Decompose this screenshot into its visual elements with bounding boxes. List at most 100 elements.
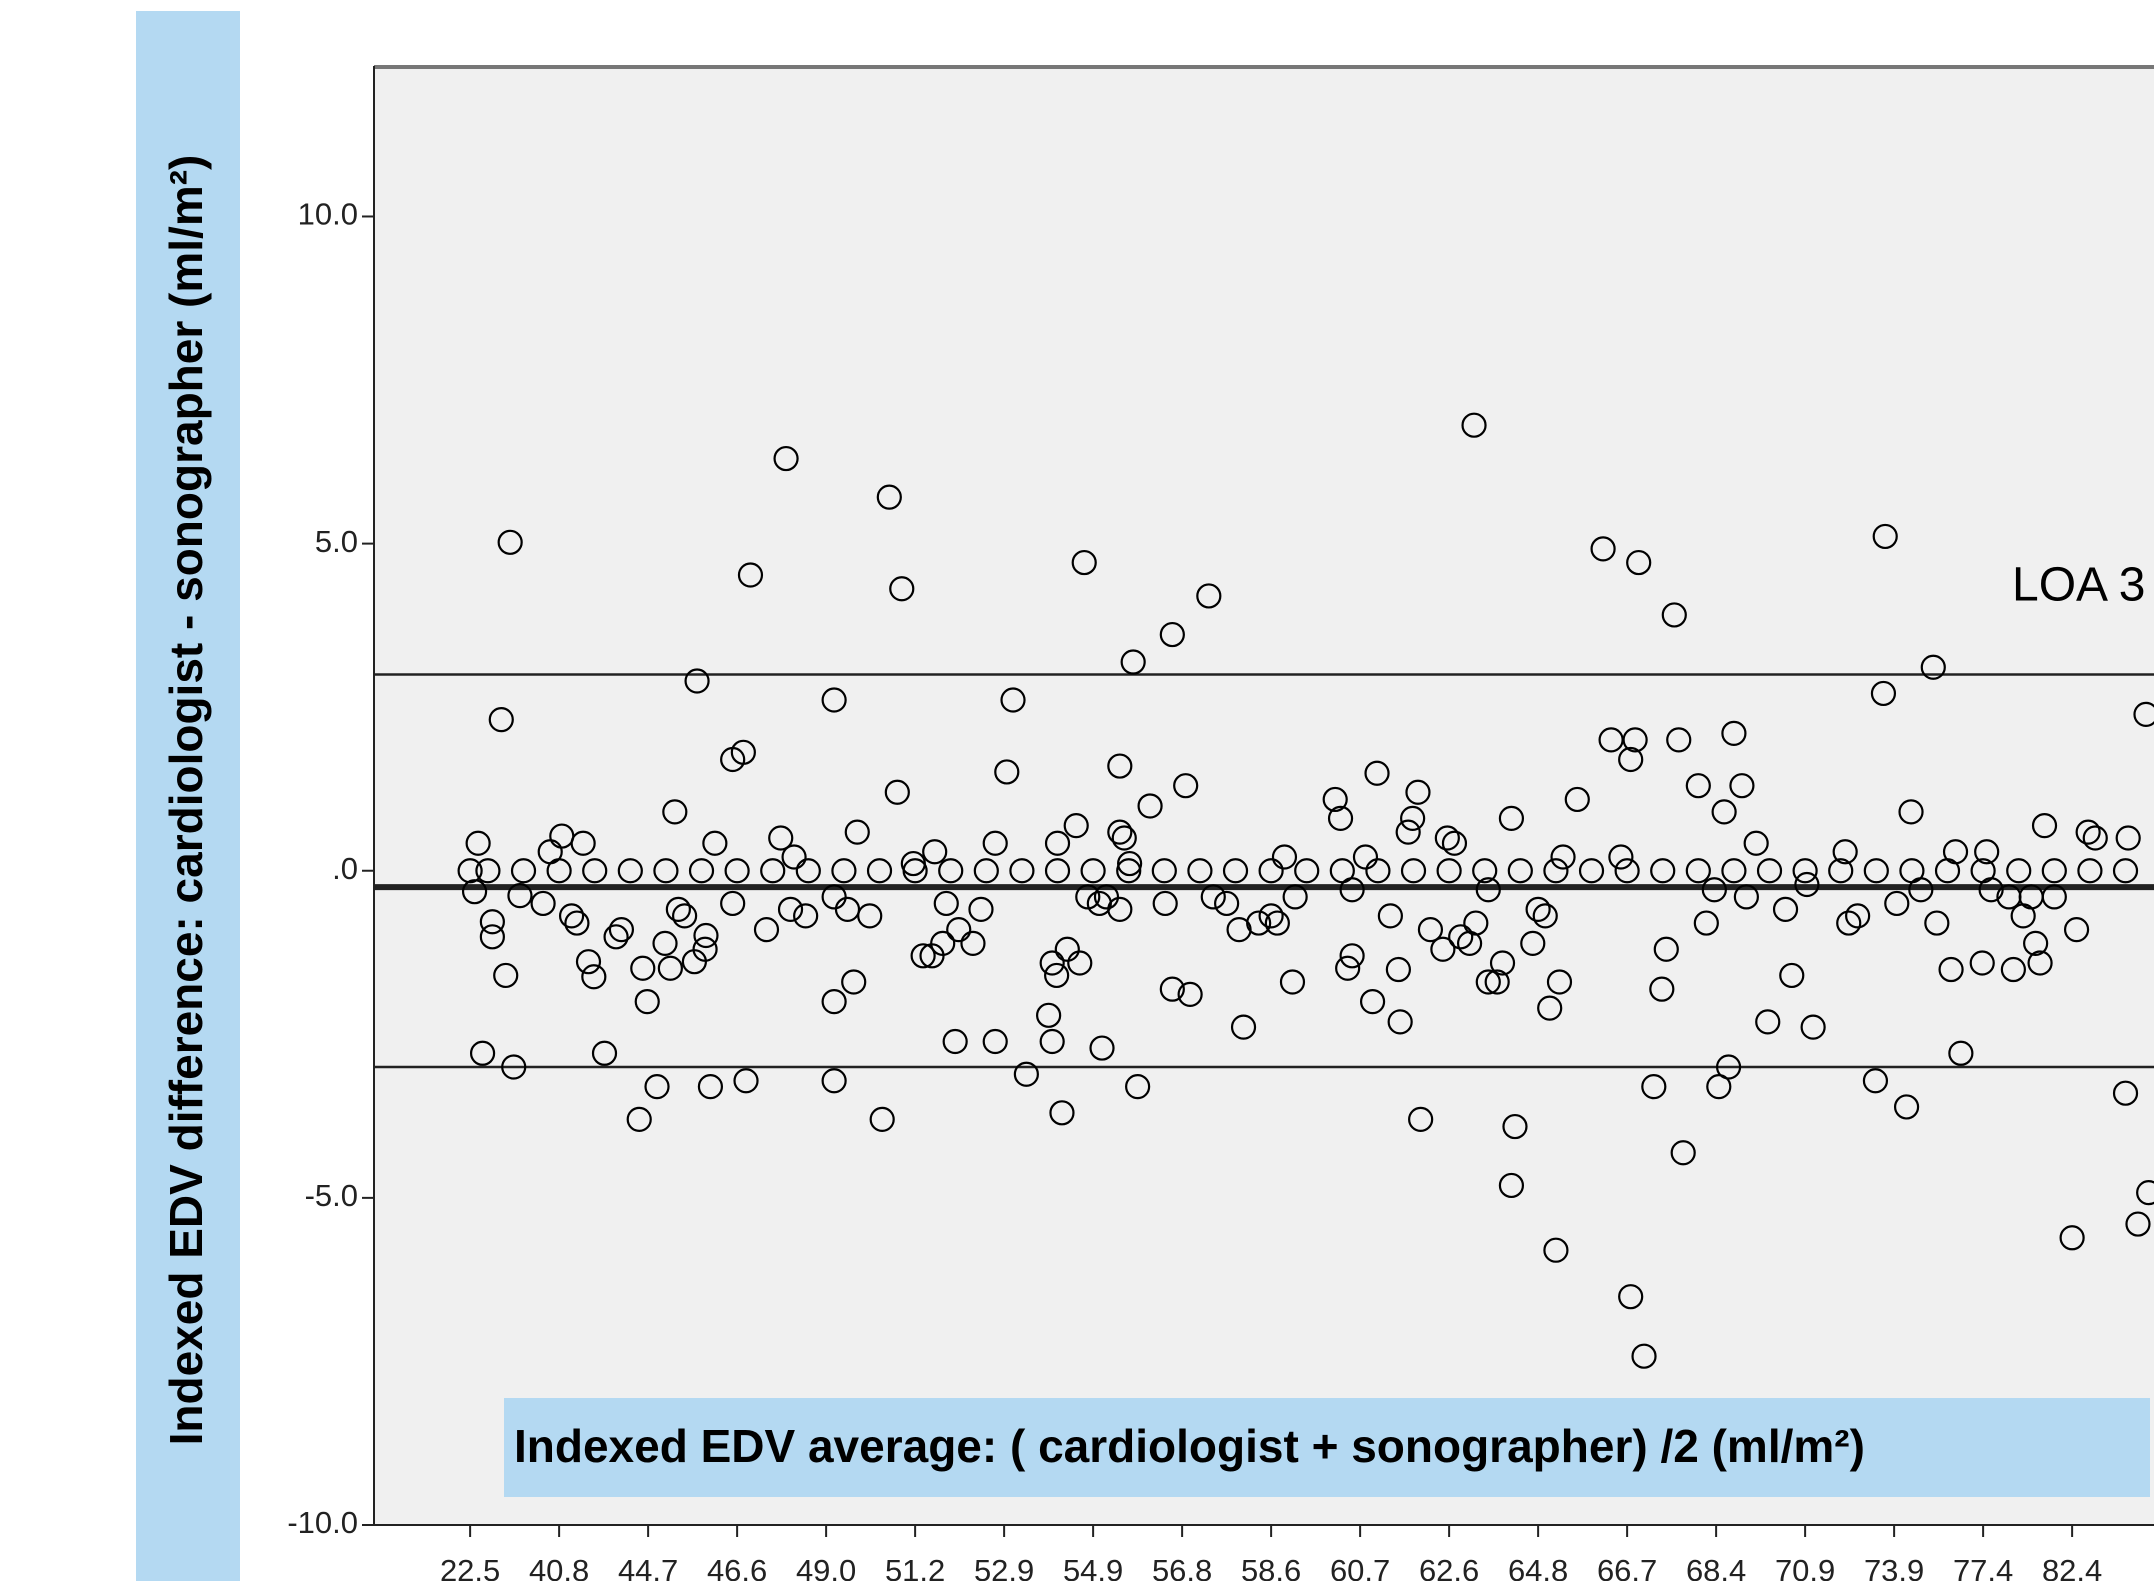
point: [672, 903, 698, 929]
point: [1039, 1028, 1065, 1055]
point: [1862, 1068, 1889, 1094]
x-tick-label: 73.9: [1864, 1553, 1924, 1581]
point: [793, 903, 819, 929]
point: [1650, 858, 1676, 884]
point: [781, 844, 807, 870]
point: [2023, 930, 2049, 956]
point: [1641, 1074, 1667, 1100]
y-tick-label: 5.0: [315, 524, 358, 559]
point: [1756, 858, 1783, 884]
point: [889, 576, 915, 602]
point: [1800, 1014, 1826, 1040]
point: [1772, 896, 1799, 922]
point: [2136, 1180, 2154, 1206]
point: [777, 896, 804, 922]
point: [530, 890, 556, 917]
point: [1618, 1284, 1644, 1310]
point: [1264, 910, 1290, 936]
point: [1489, 950, 1516, 976]
point: [1339, 943, 1365, 969]
point: [942, 1028, 968, 1055]
point: [1779, 962, 1805, 989]
point: [1258, 903, 1284, 929]
point: [603, 924, 629, 950]
point: [1920, 654, 1946, 680]
point: [1924, 910, 1950, 936]
point: [581, 964, 607, 990]
point: [1111, 825, 1137, 851]
point: [1044, 830, 1071, 856]
point: [1543, 1237, 1569, 1263]
x-tick-label: 77.4: [1953, 1553, 2013, 1581]
point: [1502, 1113, 1528, 1140]
point: [1044, 962, 1070, 989]
point: [1117, 850, 1143, 877]
point: [1177, 981, 1203, 1007]
point: [657, 955, 683, 981]
x-tick-label: 40.8: [529, 1553, 589, 1581]
point: [497, 529, 523, 555]
point: [1282, 884, 1308, 910]
x-axis-label: Indexed EDV average: ( cardiologist + so…: [514, 1420, 1865, 1472]
point: [2041, 884, 2067, 910]
x-tick-label: 68.4: [1686, 1553, 1746, 1581]
x-tick-label: 82.4: [2042, 1553, 2102, 1581]
point: [1436, 858, 1462, 884]
point: [692, 936, 718, 962]
plot-area: [374, 66, 2154, 1525]
point: [1590, 536, 1616, 562]
point: [608, 917, 635, 943]
point: [634, 988, 660, 1015]
point: [1271, 844, 1298, 870]
point: [488, 707, 514, 733]
point: [933, 890, 959, 917]
point: [644, 1074, 670, 1100]
point: [570, 830, 596, 856]
point: [1365, 858, 1391, 884]
point: [922, 839, 948, 865]
point: [2112, 858, 2139, 884]
point: [1448, 924, 1474, 950]
x-tick-label: 70.9: [1775, 1553, 1835, 1581]
point: [1836, 910, 1862, 936]
point: [653, 858, 679, 884]
x-tick-label: 46.6: [707, 1553, 767, 1581]
point: [1322, 786, 1348, 813]
point: [1434, 825, 1460, 851]
point: [2031, 812, 2058, 839]
point: [753, 917, 780, 943]
annotation: LOA 3: [2012, 559, 2145, 612]
point: [1507, 858, 1533, 884]
point: [1327, 805, 1354, 831]
point: [1173, 773, 1199, 799]
point: [1151, 858, 1177, 884]
point: [869, 1106, 895, 1132]
point: [1622, 727, 1648, 753]
point: [507, 883, 533, 909]
point: [630, 955, 656, 981]
point: [994, 759, 1020, 785]
point: [1387, 1009, 1413, 1035]
point: [1525, 896, 1551, 922]
point: [1472, 858, 1498, 884]
point: [1484, 969, 1510, 995]
x-tick-label: 54.9: [1063, 1553, 1123, 1581]
point: [1543, 858, 1569, 884]
point: [1200, 884, 1226, 910]
point: [982, 830, 1008, 856]
point: [910, 943, 936, 969]
point: [2059, 1225, 2085, 1251]
point: [821, 988, 847, 1015]
point: [946, 917, 972, 943]
point: [1685, 773, 1711, 799]
point: [1405, 779, 1431, 805]
point: [461, 879, 488, 905]
point: [582, 858, 608, 884]
point: [720, 890, 746, 917]
point: [1578, 858, 1605, 884]
point: [2112, 1080, 2139, 1106]
point: [1743, 830, 1769, 856]
point: [930, 930, 956, 956]
point: [510, 858, 537, 884]
point: [1400, 858, 1427, 884]
